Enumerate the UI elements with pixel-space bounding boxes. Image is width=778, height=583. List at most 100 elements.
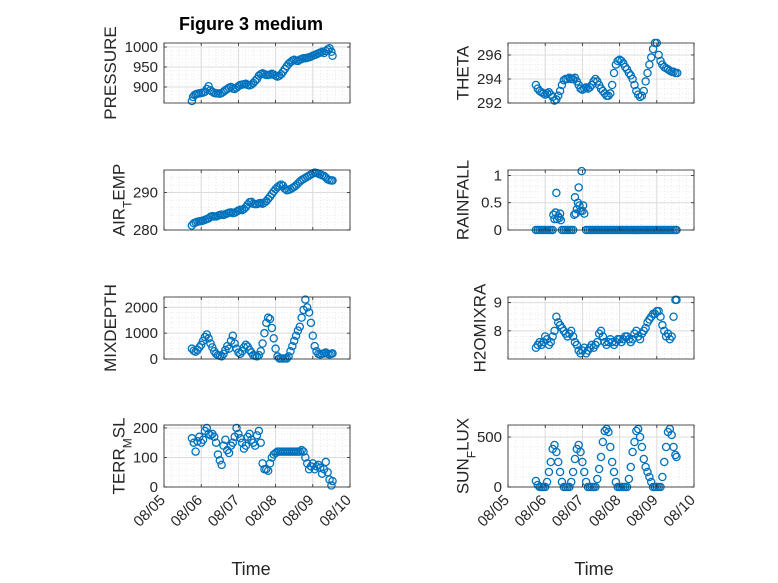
data-point bbox=[552, 188, 561, 198]
data-point bbox=[585, 83, 595, 92]
data-point bbox=[639, 454, 649, 464]
data-point bbox=[288, 341, 297, 351]
data-point bbox=[606, 89, 615, 98]
data-point bbox=[215, 456, 225, 465]
y-tick-label: 0 bbox=[494, 222, 502, 239]
data-point bbox=[204, 334, 213, 343]
data-point bbox=[221, 345, 230, 355]
data-point bbox=[641, 323, 650, 333]
y-axis-label: PRESSURE bbox=[101, 26, 120, 120]
data-point bbox=[217, 460, 226, 470]
data-point bbox=[241, 441, 251, 450]
data-point bbox=[295, 447, 305, 456]
data-point bbox=[604, 427, 613, 437]
data-point bbox=[617, 56, 626, 66]
x-tick-label: 08/07 bbox=[549, 492, 588, 531]
data-point bbox=[646, 53, 656, 62]
data-point bbox=[230, 339, 239, 348]
data-point bbox=[577, 166, 586, 176]
y-tick-label: 900 bbox=[133, 79, 158, 96]
y-tick-label: 2000 bbox=[125, 299, 158, 316]
data-point bbox=[553, 91, 563, 101]
y-tick-label: 1000 bbox=[125, 39, 158, 56]
y-tick-label: 100 bbox=[133, 449, 158, 466]
data-point bbox=[596, 326, 606, 336]
y-tick-label: 0 bbox=[494, 479, 502, 496]
data-point bbox=[209, 432, 219, 442]
x-tick-label: 08/09 bbox=[623, 492, 662, 531]
data-point bbox=[637, 91, 647, 101]
x-tick-label: 08/08 bbox=[242, 492, 281, 531]
data-point bbox=[260, 328, 269, 338]
x-tick-label: 08/05 bbox=[130, 492, 169, 531]
data-point bbox=[669, 312, 678, 321]
axes-box bbox=[163, 296, 351, 360]
axes-box bbox=[163, 169, 351, 231]
data-point bbox=[654, 306, 663, 316]
data-point bbox=[566, 326, 576, 336]
figure-title: Figure 3 medium bbox=[179, 14, 323, 34]
data-point bbox=[546, 337, 556, 347]
data-point bbox=[193, 436, 202, 446]
data-point bbox=[555, 86, 565, 96]
data-point bbox=[607, 80, 617, 90]
data-point bbox=[658, 320, 667, 330]
y-axis-label: AIRTEMP bbox=[110, 164, 135, 237]
data-point bbox=[635, 432, 645, 442]
data-point bbox=[271, 344, 280, 353]
data-point bbox=[598, 332, 608, 341]
plot-area bbox=[508, 170, 694, 230]
data-point bbox=[310, 341, 319, 351]
data-point bbox=[672, 452, 681, 462]
data-point bbox=[211, 438, 221, 447]
data-point bbox=[613, 56, 622, 66]
data-point bbox=[598, 437, 608, 447]
x-tick-label: 08/09 bbox=[279, 492, 318, 531]
data-point bbox=[578, 457, 587, 467]
data-point bbox=[580, 467, 589, 477]
data-point bbox=[301, 295, 310, 304]
data-point bbox=[641, 462, 650, 472]
y-axis-label: RAINFALL bbox=[454, 160, 473, 240]
data-point bbox=[606, 442, 615, 452]
data-markers bbox=[187, 168, 337, 230]
data-point bbox=[639, 86, 649, 96]
x-tick-label: 08/05 bbox=[474, 492, 513, 531]
data-point bbox=[262, 465, 271, 474]
data-point bbox=[648, 44, 658, 54]
y-tick-label: 292 bbox=[477, 95, 502, 112]
data-point bbox=[578, 201, 588, 210]
y-tick-label: 200 bbox=[133, 420, 158, 437]
data-point bbox=[312, 462, 321, 471]
data-point bbox=[531, 476, 541, 486]
data-point bbox=[327, 47, 336, 57]
x-tick-label: 08/08 bbox=[586, 492, 625, 531]
y-tick-label: 8 bbox=[494, 323, 502, 340]
y-tick-label: 1 bbox=[494, 167, 502, 184]
data-point bbox=[328, 476, 337, 486]
data-point bbox=[643, 467, 652, 477]
data-point bbox=[570, 454, 580, 464]
data-point bbox=[267, 323, 277, 333]
y-axis-label: THETA bbox=[454, 45, 473, 100]
data-point bbox=[206, 431, 215, 440]
data-point bbox=[265, 459, 275, 468]
data-point bbox=[542, 477, 552, 487]
axes-box bbox=[507, 42, 695, 104]
data-point bbox=[620, 62, 630, 72]
data-point bbox=[576, 447, 585, 457]
data-point bbox=[594, 464, 604, 474]
y-tick-label: 0.5 bbox=[481, 195, 502, 212]
y-tick-label: 280 bbox=[133, 222, 158, 239]
y-tick-label: 290 bbox=[133, 185, 158, 202]
data-point bbox=[297, 445, 306, 455]
data-point bbox=[317, 469, 327, 478]
y-tick-label: 9 bbox=[494, 295, 502, 312]
data-point bbox=[645, 472, 654, 482]
data-markers bbox=[187, 423, 337, 490]
data-point bbox=[635, 92, 645, 102]
data-point bbox=[609, 68, 619, 78]
